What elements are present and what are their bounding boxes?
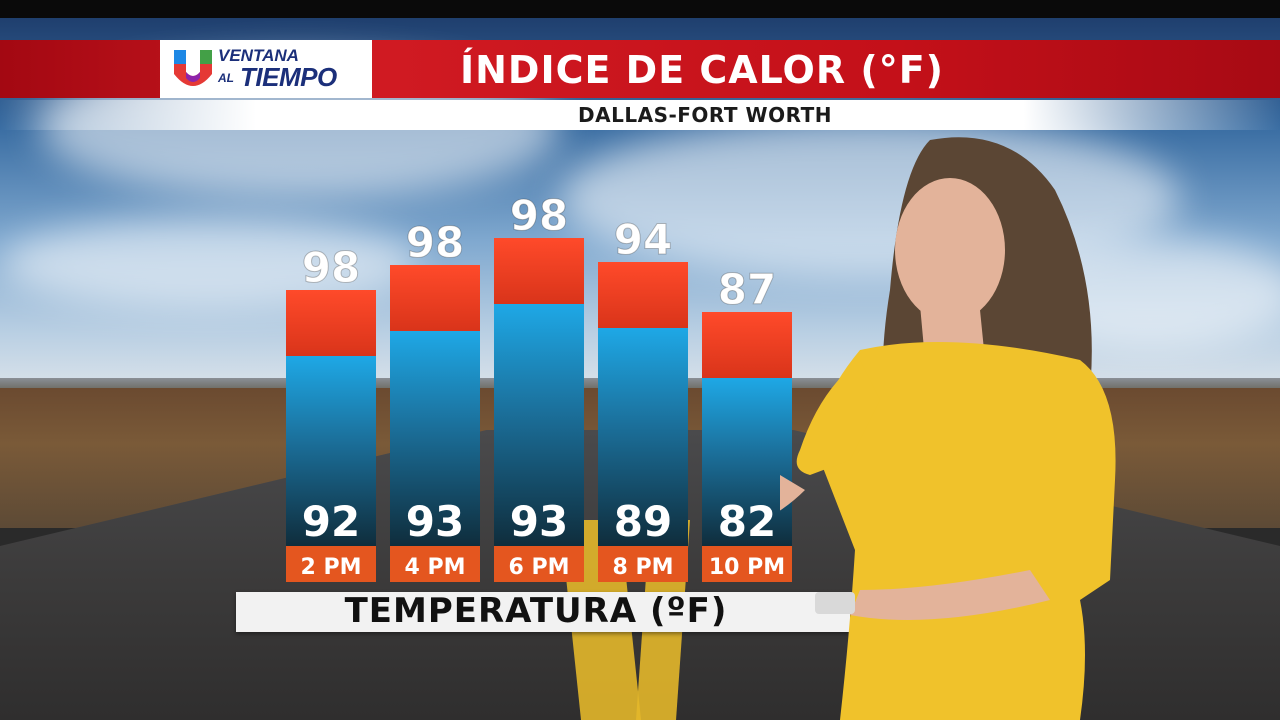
bar-group: 2 PM 98 92 4 PM 98 93 6 PM 98 93 8 PM 94 89 10 PM 87 8… — [286, 191, 792, 582]
channel-logo: VENTANA AL TIEMPO — [160, 40, 372, 98]
time-band — [598, 546, 688, 582]
axis-label-plate — [236, 592, 850, 632]
heat-index-value-label: 87 — [718, 265, 776, 314]
temperature-value-label: 82 — [718, 497, 776, 546]
heat-index-value-label: 94 — [614, 215, 672, 264]
top-black-bar — [0, 0, 1280, 18]
heat-index-bar — [494, 238, 584, 304]
subtitle-bar — [0, 100, 1280, 130]
temperature-bar — [598, 328, 688, 546]
heat-index-value-label: 98 — [302, 243, 360, 292]
temperature-bar — [286, 356, 376, 546]
temperature-bar — [702, 378, 792, 546]
time-band — [390, 546, 480, 582]
heat-index-bar — [286, 290, 376, 356]
temperature-value-label: 93 — [406, 497, 464, 546]
page-title: ÍNDICE DE CALOR (°F) — [459, 48, 945, 92]
temperature-value-label: 93 — [510, 497, 568, 546]
temperature-value-label: 92 — [302, 497, 360, 546]
time-band — [494, 546, 584, 582]
logo-text-al: AL — [218, 71, 234, 85]
temperature-value-label: 89 — [614, 497, 672, 546]
heat-index-bar — [702, 312, 792, 378]
heat-index-value-label: 98 — [510, 191, 568, 240]
univision-logo-icon — [174, 50, 212, 86]
time-label: 6 PM — [509, 555, 570, 580]
location-subtitle: DALLAS-FORT WORTH — [578, 103, 832, 127]
heat-index-bar — [598, 262, 688, 328]
time-label: 2 PM — [301, 555, 362, 580]
temperature-bar — [494, 304, 584, 546]
heat-index-bar — [390, 265, 480, 331]
time-label: 8 PM — [613, 555, 674, 580]
time-band — [286, 546, 376, 582]
heat-index-value-label: 98 — [406, 218, 464, 267]
time-label: 10 PM — [709, 555, 785, 580]
logo-text-tiempo: TIEMPO — [240, 62, 337, 92]
presenter-figure — [780, 137, 1116, 720]
time-label: 4 PM — [405, 555, 466, 580]
logo-text-ventana: VENTANA — [218, 46, 299, 65]
temperature-bar — [390, 331, 480, 546]
x-axis-label: TEMPERATURA (ºF) — [344, 591, 728, 631]
time-band — [702, 546, 792, 582]
